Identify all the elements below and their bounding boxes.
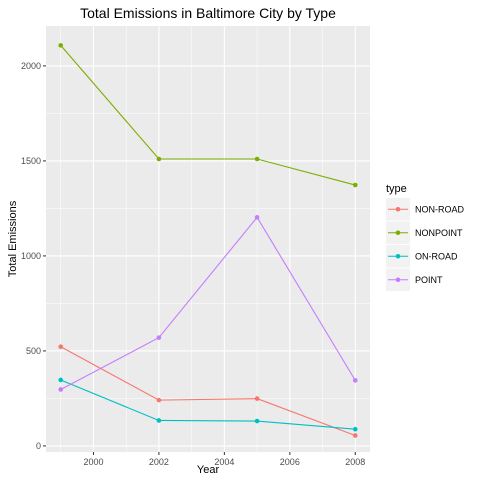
data-point-non-road	[254, 396, 260, 401]
series-line-point	[60, 216, 356, 390]
legend-item-non-road: NON-ROAD	[386, 198, 464, 221]
chart-title: Total Emissions in Baltimore City by Typ…	[80, 5, 336, 21]
grid-minor	[46, 26, 370, 452]
data-point-point	[352, 378, 358, 383]
legend-label: POINT	[415, 275, 443, 285]
y-tick-label: 2000	[21, 61, 41, 71]
legend-item-point: POINT	[386, 268, 443, 291]
x-tick-label: 2004	[214, 457, 234, 467]
y-tick-label: 1000	[21, 251, 41, 261]
data-point-nonpoint	[352, 182, 358, 188]
grid-major	[46, 26, 370, 452]
y-tick-label: 1500	[21, 156, 41, 166]
x-axis-title: Year	[197, 464, 220, 476]
legend-key-point	[395, 206, 401, 212]
legend-label: NON-ROAD	[415, 204, 464, 214]
data-point-point	[156, 335, 162, 340]
plot-panel	[46, 26, 370, 452]
series-layer	[58, 43, 358, 438]
legend-title: type	[386, 183, 407, 195]
legend-key-point	[395, 230, 401, 236]
data-point-on-road	[156, 418, 162, 423]
legend-key-point	[395, 277, 401, 283]
legend-item-nonpoint: NONPOINT	[386, 221, 463, 244]
data-point-on-road	[58, 377, 64, 383]
data-point-point	[58, 387, 64, 392]
x-tick-label: 2006	[280, 457, 300, 467]
data-point-on-road	[352, 426, 358, 432]
x-tick-label: 2002	[149, 457, 169, 467]
y-tick-label: 500	[26, 346, 41, 356]
data-point-point	[254, 215, 260, 220]
data-point-non-road	[352, 433, 358, 438]
data-point-non-road	[156, 397, 162, 403]
series-line-non-road	[60, 346, 356, 436]
x-tick-label: 2008	[345, 457, 365, 467]
x-tick-label: 2000	[83, 457, 103, 467]
data-point-non-road	[58, 344, 64, 350]
legend-label: NONPOINT	[415, 228, 463, 238]
data-point-nonpoint	[254, 156, 260, 162]
data-point-nonpoint	[156, 156, 162, 162]
legend: type NON-ROAD NONPOINT ON-ROAD POINT	[386, 183, 464, 291]
legend-item-on-road: ON-ROAD	[386, 245, 458, 268]
y-axis-title: Total Emissions	[7, 200, 19, 277]
legend-label: ON-ROAD	[415, 251, 458, 261]
series-line-nonpoint	[60, 45, 356, 186]
y-axis: 0 500 1000 1500 2000	[21, 61, 46, 451]
data-point-nonpoint	[58, 43, 64, 48]
data-point-on-road	[254, 418, 260, 424]
y-tick-label: 0	[36, 441, 41, 451]
series-line-on-road	[60, 379, 356, 430]
legend-key-point	[395, 253, 401, 259]
x-axis: 2000 2002 2004 2006 2008	[83, 452, 365, 467]
